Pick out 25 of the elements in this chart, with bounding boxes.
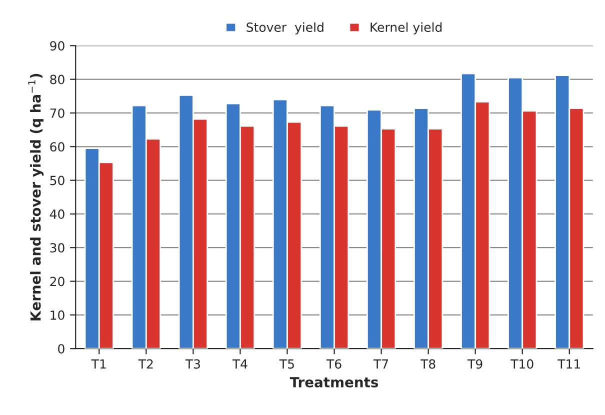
x-tick-label: T1 bbox=[91, 359, 106, 369]
y-tick-label: 50 bbox=[50, 176, 64, 186]
y-axis-title: Kernel and stover yield (q ha$^{−1}$) bbox=[28, 74, 44, 320]
x-tick-label: T6 bbox=[326, 359, 342, 369]
x-tick-label: T9 bbox=[468, 359, 482, 369]
legend-label: Stover yield bbox=[246, 22, 324, 34]
y-tick-label: 20 bbox=[50, 276, 64, 286]
legend-label: Kernel yield bbox=[370, 22, 442, 34]
x-tick-label: T10 bbox=[510, 359, 534, 369]
y-tick-label: 90 bbox=[50, 41, 64, 51]
y-tick-label: 70 bbox=[50, 108, 64, 118]
x-tick-label: T11 bbox=[558, 359, 580, 369]
x-tick-label: T8 bbox=[420, 359, 436, 369]
x-tick-label: T2 bbox=[138, 359, 153, 369]
y-tick-label: 10 bbox=[50, 310, 64, 320]
x-tick-label: T5 bbox=[279, 359, 294, 369]
x-tick-label: T7 bbox=[373, 359, 388, 369]
y-tick-label: 30 bbox=[50, 243, 64, 253]
y-tick-label: 80 bbox=[50, 74, 64, 84]
x-tick-label: T4 bbox=[232, 359, 248, 369]
y-tick-label: 60 bbox=[50, 142, 64, 152]
y-tick-label: 40 bbox=[50, 209, 64, 219]
x-tick-label: T3 bbox=[185, 359, 200, 369]
x-axis-title: Treatments bbox=[290, 377, 378, 388]
y-tick-label: 0 bbox=[58, 344, 64, 354]
